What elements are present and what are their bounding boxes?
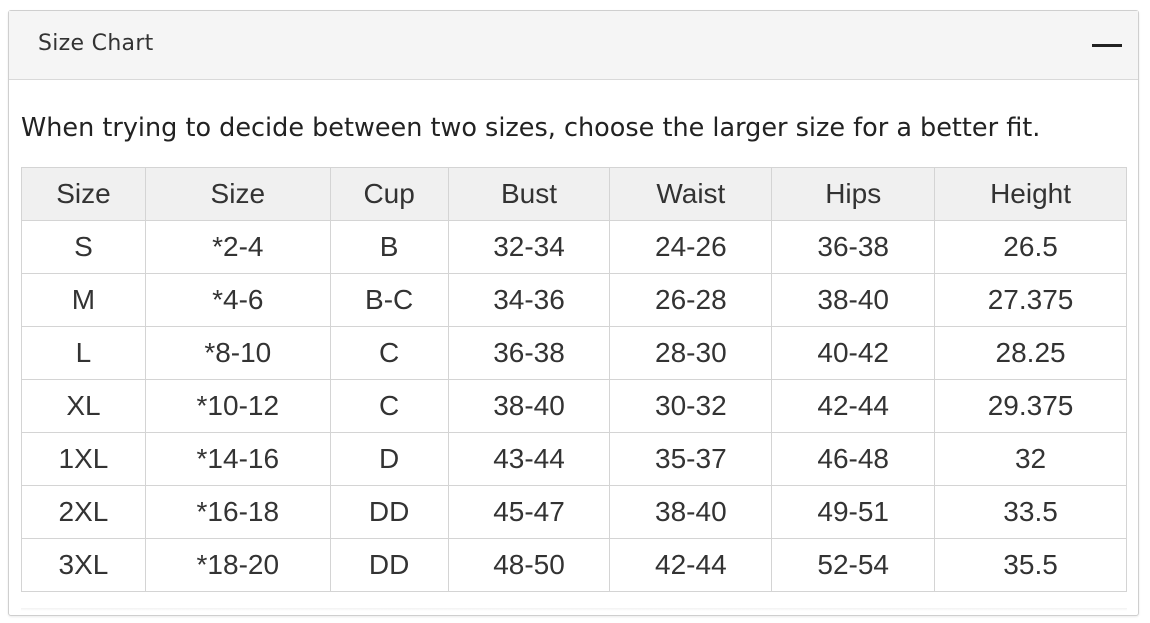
table-cell: 30-32 [609,379,773,433]
table-cell: 35.5 [934,538,1127,592]
table-cell: 43-44 [447,432,611,486]
table-cell: C [329,379,449,433]
column-header: Size [21,167,146,221]
table-cell: 35-37 [609,432,773,486]
table-cell: *14-16 [144,432,331,486]
table-row: M *4-6 B-C 34-36 26-28 38-40 27.375 [21,273,1127,327]
table-cell: 38-40 [609,485,773,539]
table-cell: 45-47 [447,485,611,539]
table-cell: *8-10 [144,326,331,380]
table-cell: DD [329,538,449,592]
table-cell: 1XL [21,432,146,486]
panel-title: Size Chart [38,31,154,56]
table-cell: D [329,432,449,486]
table-cell: 32 [934,432,1127,486]
column-header: Bust [447,167,611,221]
size-chart-panel: Size Chart When trying to decide between… [8,10,1139,616]
table-cell: 34-36 [447,273,611,327]
panel-bottom-fade [21,608,1127,611]
size-advice-text: When trying to decide between two sizes,… [21,113,1041,143]
table-cell: *18-20 [144,538,331,592]
table-cell: 40-42 [771,326,936,380]
table-cell: DD [329,485,449,539]
table-cell: 29.375 [934,379,1127,433]
table-cell: 2XL [21,485,146,539]
table-row: 3XL *18-20 DD 48-50 42-44 52-54 35.5 [21,538,1127,592]
table-cell: *2-4 [144,220,331,274]
table-cell: 26-28 [609,273,773,327]
table-cell: S [21,220,146,274]
table-cell: *16-18 [144,485,331,539]
table-cell: 48-50 [447,538,611,592]
table-cell: 49-51 [771,485,936,539]
table-cell: 42-44 [771,379,936,433]
panel-header[interactable]: Size Chart [9,11,1138,80]
table-cell: B-C [329,273,449,327]
table-row: L *8-10 C 36-38 28-30 40-42 28.25 [21,326,1127,380]
table-cell: 33.5 [934,485,1127,539]
table-cell: XL [21,379,146,433]
table-row: 2XL *16-18 DD 45-47 38-40 49-51 33.5 [21,485,1127,539]
column-header: Size [144,167,331,221]
table-cell: *10-12 [144,379,331,433]
table-cell: 27.375 [934,273,1127,327]
table-cell: 28.25 [934,326,1127,380]
table-cell: B [329,220,449,274]
table-cell: 36-38 [447,326,611,380]
column-header: Waist [609,167,773,221]
table-cell: 38-40 [771,273,936,327]
table-cell: M [21,273,146,327]
table-cell: C [329,326,449,380]
table-cell: 28-30 [609,326,773,380]
table-cell: 3XL [21,538,146,592]
table-cell: 38-40 [447,379,611,433]
table-header-row: Size Size Cup Bust Waist Hips Height [21,167,1127,221]
table-cell: 36-38 [771,220,936,274]
table-row: 1XL *14-16 D 43-44 35-37 46-48 32 [21,432,1127,486]
table-row: XL *10-12 C 38-40 30-32 42-44 29.375 [21,379,1127,433]
table-cell: 42-44 [609,538,773,592]
column-header: Height [934,167,1127,221]
table-row: S *2-4 B 32-34 24-26 36-38 26.5 [21,220,1127,274]
table-cell: 32-34 [447,220,611,274]
table-cell: 24-26 [609,220,773,274]
table-cell: *4-6 [144,273,331,327]
column-header: Cup [329,167,449,221]
table-cell: L [21,326,146,380]
minus-icon[interactable] [1092,44,1122,47]
size-table: Size Size Cup Bust Waist Hips Height S *… [21,167,1127,592]
table-cell: 26.5 [934,220,1127,274]
table-cell: 52-54 [771,538,936,592]
table-cell: 46-48 [771,432,936,486]
column-header: Hips [771,167,936,221]
